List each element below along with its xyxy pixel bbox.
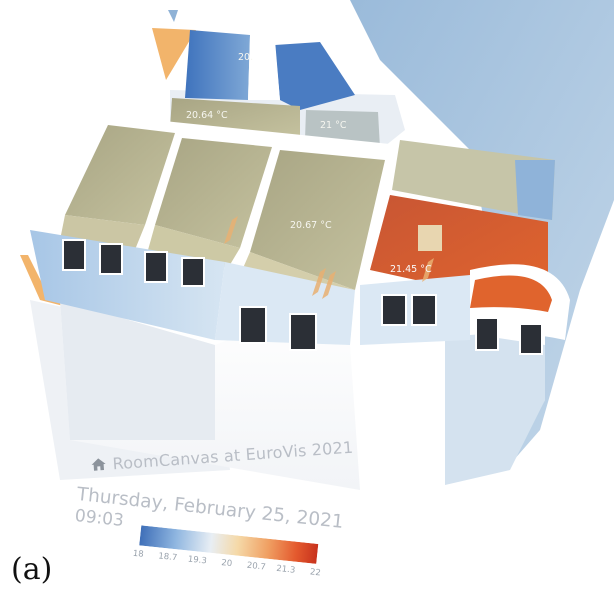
room-top-right[interactable] — [275, 42, 355, 110]
building-shadow — [350, 0, 614, 480]
room-top-wall — [248, 35, 280, 100]
bay-room[interactable] — [470, 275, 552, 313]
room-middle[interactable] — [155, 138, 272, 248]
roof-fragment — [152, 28, 196, 80]
room-center[interactable] — [250, 150, 385, 290]
room-upper-left-temp: 20.64 °C — [186, 110, 228, 121]
room-right-upper-blue — [515, 160, 555, 220]
room-upper-right-temp: 21 °C — [320, 120, 347, 131]
room-center-temp: 20.67 °C — [290, 220, 332, 231]
room-right-upper[interactable] — [392, 140, 555, 220]
door — [418, 225, 442, 251]
tower-wall — [445, 330, 545, 485]
room-left[interactable] — [65, 125, 175, 225]
room-top-center-temp: 20. — [238, 52, 253, 63]
room-right-temp: 21.45 °C — [390, 264, 432, 275]
windows — [62, 239, 543, 355]
roof-fragment-small — [168, 10, 178, 22]
room-top-center[interactable] — [185, 30, 250, 100]
facade-lower-shade — [60, 300, 215, 440]
sunlight-patches — [224, 216, 434, 299]
room-middle-floor — [148, 225, 240, 268]
